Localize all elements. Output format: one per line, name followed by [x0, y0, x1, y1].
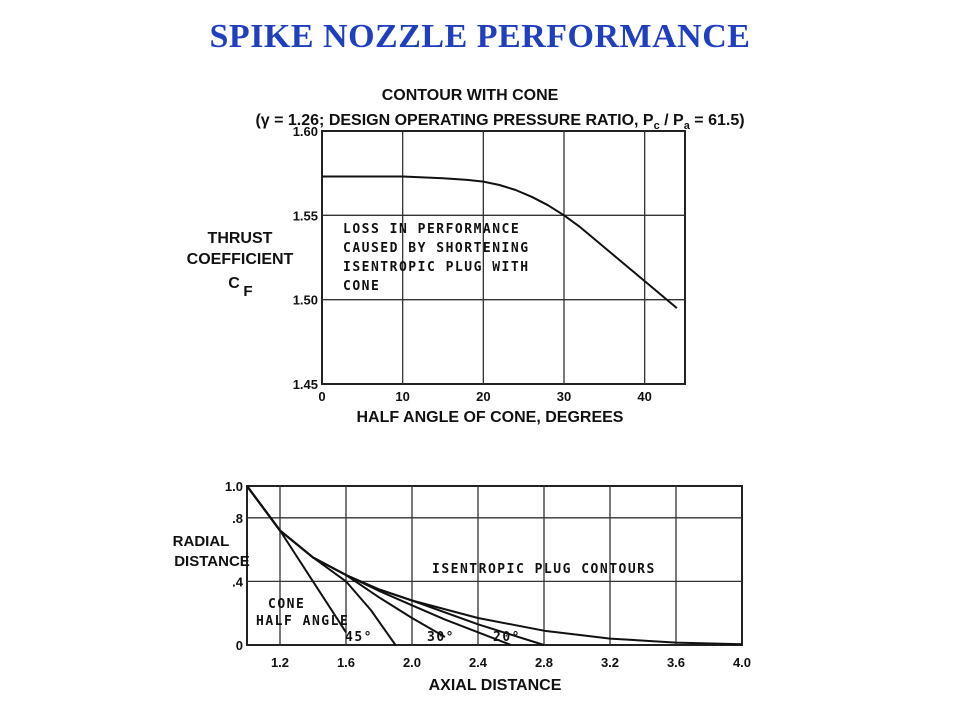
x-tick-label: 2.8: [535, 655, 553, 670]
x-tick-label: 1.2: [271, 655, 289, 670]
bottom-chart-ticks: 1.2 1.6 2.0 2.4 2.8 3.2 3.6 4.0 0 .4 .8 1.0: [225, 479, 751, 670]
y-tick-label: 1.45: [293, 377, 318, 392]
plug-contours-chart: 1.2 1.6 2.0 2.4 2.8 3.2 3.6 4.0 0 .4 .8 1.0 RADIAL …: [173, 479, 751, 694]
slide-title: SPIKE NOZZLE PERFORMANCE: [209, 18, 751, 55]
bottom-chart-x-axis-label: AXIAL DISTANCE: [429, 677, 562, 694]
y-tick-label: 1.60: [293, 124, 318, 139]
annotation-line-2: CAUSED BY SHORTENING: [343, 241, 530, 256]
plot-frame: [321, 130, 686, 385]
radial-label-line-1: RADIAL: [173, 533, 230, 550]
top-chart-grid: [321, 130, 686, 385]
bottom-chart-series: [246, 485, 743, 646]
top-chart-series: [322, 175, 678, 309]
y-tick-label: 1.0: [225, 479, 243, 494]
top-chart-title: CONTOUR WITH CONE: [382, 87, 559, 104]
top-chart-y-axis-label: THRUST COEFFICIENT C F: [187, 230, 294, 300]
top-chart-x-axis-label: HALF ANGLE OF CONE, DEGREES: [357, 409, 624, 426]
y-tick-label: .8: [232, 511, 243, 526]
annotation-line-1: LOSS IN PERFORMANCE: [343, 222, 520, 237]
x-tick-label: 40: [637, 389, 651, 404]
y-label-line-2: COEFFICIENT: [187, 251, 294, 268]
y-tick-label: 0: [236, 638, 243, 653]
x-tick-label: 4.0: [733, 655, 751, 670]
angle-label-20: 20°: [493, 630, 521, 645]
x-tick-label: 3.2: [601, 655, 619, 670]
top-chart-ticks: 0 10 20 30 40 1.45 1.50 1.55 1.60: [293, 124, 652, 404]
y-label-subscript: F: [243, 283, 252, 300]
annotation-line-3: ISENTROPIC PLUG WITH: [343, 260, 530, 275]
radial-label-line-2: DISTANCE: [174, 553, 250, 570]
x-tick-label: 20: [476, 389, 490, 404]
cone-label-line-2: HALF ANGLE: [256, 614, 349, 629]
x-tick-label: 1.6: [337, 655, 355, 670]
cone-performance-chart: CONTOUR WITH CONE (γ = 1.26; DESIGN OPER…: [187, 87, 745, 426]
x-tick-label: 2.4: [469, 655, 488, 670]
y-label-line-3: C: [228, 275, 240, 292]
x-tick-label: 2.0: [403, 655, 421, 670]
angle-label-45: 45°: [345, 630, 373, 645]
x-tick-label: 0: [318, 389, 325, 404]
series-line-6: [246, 485, 347, 633]
y-label-line-1: THRUST: [208, 230, 273, 247]
y-tick-label: .4: [232, 574, 244, 589]
y-tick-label: 1.50: [293, 293, 318, 308]
bottom-chart-y-axis-label: RADIAL DISTANCE: [173, 533, 250, 570]
plug-contours-label: ISENTROPIC PLUG CONTOURS: [432, 562, 656, 577]
annotation-line-4: CONE: [343, 279, 380, 294]
plot-frame: [246, 485, 743, 646]
x-tick-label: 30: [557, 389, 571, 404]
series-line-1: [322, 175, 678, 309]
x-tick-label: 3.6: [667, 655, 685, 670]
angle-label-30: 30°: [427, 630, 455, 645]
y-tick-label: 1.55: [293, 208, 318, 223]
top-chart-annotation: LOSS IN PERFORMANCE CAUSED BY SHORTENING…: [343, 222, 530, 294]
x-tick-label: 10: [395, 389, 409, 404]
top-chart-subtitle: (γ = 1.26; DESIGN OPERATING PRESSURE RAT…: [255, 112, 744, 132]
cone-label-line-1: CONE: [268, 597, 305, 612]
